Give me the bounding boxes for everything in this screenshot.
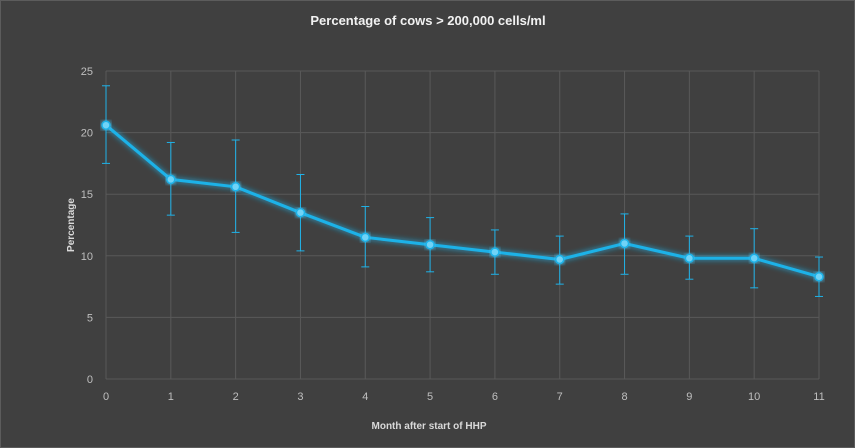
data-point xyxy=(230,182,241,192)
x-tick-label: 7 xyxy=(557,391,563,403)
error-bars xyxy=(102,85,823,297)
data-point xyxy=(295,207,306,218)
data-point xyxy=(619,238,630,249)
y-tick-label: 25 xyxy=(81,66,93,78)
x-tick-label: 3 xyxy=(297,391,303,403)
chart-title: Percentage of cows > 200,000 cells/ml xyxy=(310,13,545,28)
x-tick-label: 8 xyxy=(621,391,627,403)
x-tick-label: 11 xyxy=(813,391,824,403)
y-tick-label: 15 xyxy=(81,189,93,201)
data-points xyxy=(101,120,824,282)
y-tick-label: 0 xyxy=(87,374,93,386)
x-tick-label: 0 xyxy=(103,391,109,403)
x-tick-label: 6 xyxy=(492,391,498,403)
x-tick-label: 1 xyxy=(168,391,174,403)
data-point xyxy=(554,254,565,265)
series-line xyxy=(105,124,820,279)
y-tick-label: 5 xyxy=(87,312,93,324)
data-point xyxy=(490,247,500,257)
tick-labels: 0 5 10 15 20 25 0 1 2 3 4 5 6 7 8 9 10 11 xyxy=(81,66,825,403)
y-tick-label: 10 xyxy=(81,251,93,263)
data-point xyxy=(749,253,759,264)
x-tick-label: 10 xyxy=(748,391,760,403)
gridlines xyxy=(105,70,820,380)
data-point xyxy=(684,253,695,264)
data-point xyxy=(101,120,111,130)
x-tick-label: 2 xyxy=(233,391,239,403)
data-point xyxy=(425,239,435,250)
x-tick-label: 4 xyxy=(362,391,368,403)
x-tick-label: 9 xyxy=(686,391,692,403)
data-point xyxy=(166,174,176,185)
data-point xyxy=(360,232,371,243)
x-tick-label: 5 xyxy=(427,391,433,403)
y-tick-label: 20 xyxy=(81,128,93,140)
y-axis-title: Percentage xyxy=(66,198,77,252)
series-line-group xyxy=(105,124,820,279)
data-point xyxy=(814,271,824,282)
x-axis-title: Month after start of HHP xyxy=(372,421,487,432)
